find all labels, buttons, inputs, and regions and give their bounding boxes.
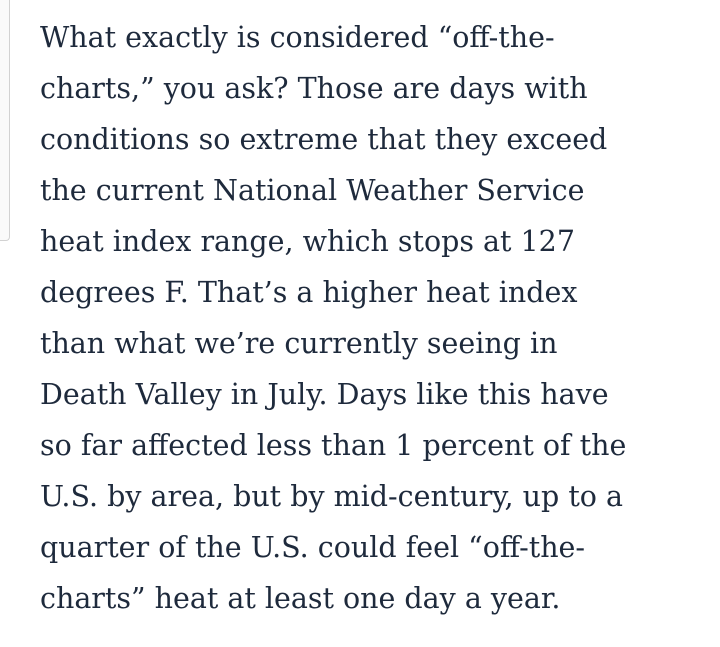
paragraph-line-5: heat index range, which stops at 127 xyxy=(40,225,575,258)
paragraph-line-6: degrees F. That’s a higher heat index xyxy=(40,276,578,309)
paragraph-line-2: charts,” you ask? Those are days with xyxy=(40,72,588,105)
paragraph-line-11: quarter of the U.S. could feel “off-the- xyxy=(40,531,586,564)
left-edge-divider xyxy=(0,0,10,241)
paragraph-line-8: Death Valley in July. Days like this hav… xyxy=(40,378,609,411)
paragraph-line-12: charts” heat at least one day a year. xyxy=(40,582,561,615)
paragraph-line-1: What exactly is considered “off-the- xyxy=(40,21,555,54)
paragraph-line-3: conditions so extreme that they exceed xyxy=(40,123,608,156)
paragraph-line-10: U.S. by area, but by mid-century, up to … xyxy=(40,480,623,513)
paragraph-line-7: than what we’re currently seeing in xyxy=(40,327,558,360)
article-paragraph: What exactly is considered “off-the- cha… xyxy=(40,12,700,624)
paragraph-line-4: the current National Weather Service xyxy=(40,174,585,207)
paragraph-line-9: so far affected less than 1 percent of t… xyxy=(40,429,627,462)
